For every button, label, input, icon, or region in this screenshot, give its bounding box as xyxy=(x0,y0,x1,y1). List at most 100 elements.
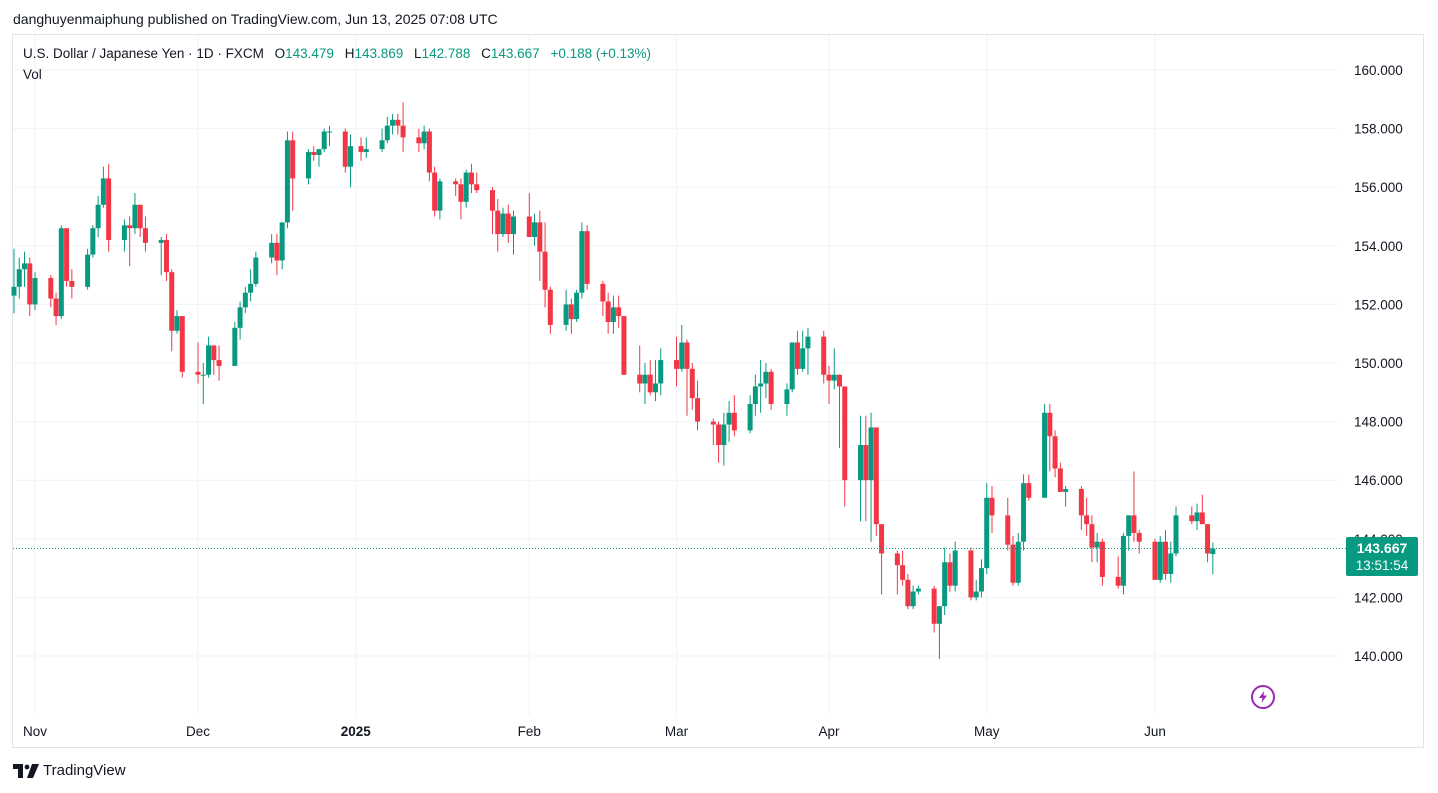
time-tick-label: Apr xyxy=(818,724,840,739)
chart-frame[interactable] xyxy=(12,34,1424,748)
candle xyxy=(237,301,243,340)
candle-body xyxy=(163,239,169,273)
candle xyxy=(179,316,185,378)
candle xyxy=(1199,494,1205,525)
candle xyxy=(989,486,995,533)
candle xyxy=(437,178,443,220)
candle-body xyxy=(316,149,322,155)
candle-body xyxy=(584,231,590,284)
bolt-glyph xyxy=(1259,691,1267,703)
candle xyxy=(1163,530,1169,580)
candle xyxy=(416,128,422,153)
candle-body xyxy=(27,263,33,305)
candle xyxy=(274,234,280,276)
candle-body xyxy=(1005,515,1011,545)
candle xyxy=(1194,503,1200,531)
candle xyxy=(169,269,175,352)
candle-body xyxy=(863,445,869,481)
candle-body xyxy=(842,386,848,481)
candle-body xyxy=(305,152,311,179)
candle xyxy=(211,345,217,375)
candle-body xyxy=(532,222,538,238)
candle xyxy=(1205,524,1211,563)
open-value: 143.479 xyxy=(285,46,334,61)
candle-body xyxy=(290,140,296,179)
candle-body xyxy=(547,289,553,325)
candle xyxy=(894,550,900,595)
candle xyxy=(1136,530,1142,554)
candle-body xyxy=(968,550,974,598)
candle-body xyxy=(64,228,70,281)
candle xyxy=(363,137,369,158)
candle xyxy=(158,237,164,276)
bolt-icon[interactable] xyxy=(1251,685,1275,709)
candle-body xyxy=(731,412,737,431)
candle-body xyxy=(1173,515,1179,554)
candle xyxy=(858,415,864,522)
candle xyxy=(489,187,495,235)
candle-body xyxy=(248,283,254,293)
candle-body xyxy=(805,336,811,349)
candle xyxy=(800,330,806,372)
candle xyxy=(1089,515,1095,563)
candle xyxy=(253,251,259,287)
footer-brand[interactable]: TradingView xyxy=(13,762,126,779)
candle-body xyxy=(237,307,243,328)
candle-body xyxy=(358,146,364,153)
candle xyxy=(195,342,201,384)
candle xyxy=(568,298,574,334)
candle xyxy=(1063,486,1069,507)
candle-body xyxy=(216,360,222,366)
candle xyxy=(511,210,517,255)
candle-body xyxy=(348,146,354,167)
candle-body xyxy=(716,424,722,446)
candle-body xyxy=(106,178,112,240)
candle-body xyxy=(758,383,764,387)
candle-body xyxy=(1131,515,1137,533)
candle xyxy=(689,363,695,410)
candle-body xyxy=(726,412,732,425)
candle xyxy=(931,585,937,633)
candle xyxy=(695,380,701,431)
candle xyxy=(768,368,774,410)
symbol-legend[interactable]: U.S. Dollar / Japanese Yen · 1D · FXCM O… xyxy=(23,46,651,61)
candle-body xyxy=(1021,483,1027,542)
candle xyxy=(674,336,680,387)
symbol-title[interactable]: U.S. Dollar / Japanese Yen · 1D · FXCM xyxy=(23,46,264,61)
candle xyxy=(348,134,354,188)
candle xyxy=(900,550,906,586)
candle-body xyxy=(568,304,574,320)
candle xyxy=(868,412,874,542)
candle xyxy=(642,363,648,405)
low-value: 142.788 xyxy=(421,46,471,61)
candle-body xyxy=(1210,548,1216,555)
candle-body xyxy=(121,225,127,240)
candle xyxy=(474,172,480,194)
candle-body xyxy=(710,421,716,425)
volume-indicator-label[interactable]: Vol xyxy=(23,67,42,82)
candle-body xyxy=(100,178,106,205)
candle-body xyxy=(652,383,658,393)
candle xyxy=(432,166,438,217)
candle xyxy=(584,225,590,290)
candle-body xyxy=(721,424,727,446)
candle-body xyxy=(574,292,580,320)
candle xyxy=(284,131,290,229)
candle xyxy=(232,321,238,366)
candle xyxy=(652,360,658,402)
close-value: 143.667 xyxy=(490,46,540,61)
candle-body xyxy=(1063,488,1069,492)
candle-body xyxy=(800,348,806,369)
candle-body xyxy=(600,283,606,302)
candle xyxy=(1094,532,1100,563)
candle xyxy=(826,365,832,405)
candle xyxy=(915,585,921,595)
candle-body xyxy=(458,184,464,202)
candle xyxy=(48,275,54,308)
candle xyxy=(752,374,758,416)
candle-body xyxy=(1205,524,1211,554)
candle xyxy=(784,383,790,416)
candle xyxy=(395,113,401,135)
candle-body xyxy=(542,251,548,290)
